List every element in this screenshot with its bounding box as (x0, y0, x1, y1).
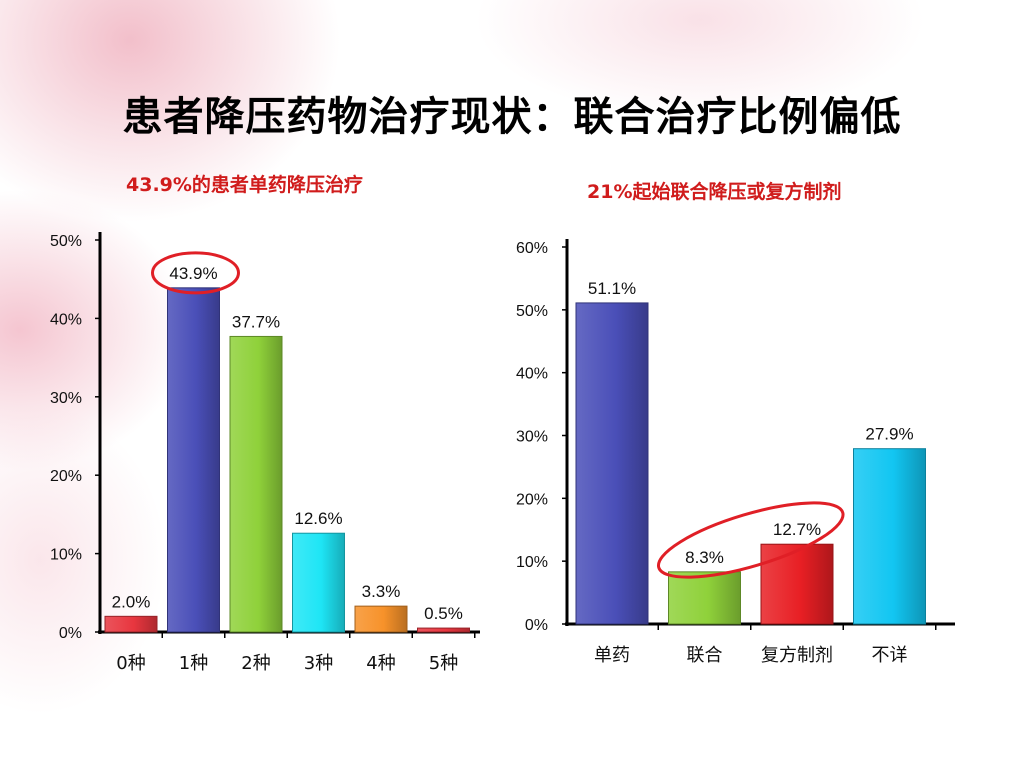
category-label-0-4: 4种 (366, 653, 395, 674)
category-label-0-0: 0种 (116, 653, 145, 674)
y-tick-label-1-4: 40% (516, 366, 548, 383)
bar-0-4 (354, 605, 408, 633)
data-label-1-0: 51.1% (588, 279, 636, 298)
bar-0-1 (167, 287, 220, 633)
data-label-0-5: 0.5% (424, 604, 463, 623)
left-chart-subtitle: 43.9%的患者单药降压治疗 (126, 174, 363, 196)
data-label-0-3: 12.6% (294, 509, 342, 528)
data-label-0-4: 3.3% (362, 582, 401, 601)
highlight-ellipse-combo (656, 501, 845, 579)
y-tick-label-0-3: 30% (50, 390, 82, 407)
bar-0-0 (104, 615, 158, 633)
data-label-1-2: 12.7% (773, 520, 821, 539)
category-label-1-3: 不详 (872, 645, 908, 666)
y-tick-label-1-6: 60% (516, 240, 548, 257)
data-label-0-1: 43.9% (169, 264, 217, 283)
y-tick-label-0-1: 10% (50, 547, 82, 564)
y-tick-label-1-5: 50% (516, 303, 548, 320)
bar-1-1 (668, 571, 741, 625)
category-label-1-0: 单药 (594, 645, 630, 666)
y-tick-label-0-0: 0% (59, 625, 82, 642)
y-tick-label-1-0: 0% (525, 617, 548, 634)
bar-0-3 (292, 532, 345, 633)
data-label-0-0: 2.0% (112, 592, 151, 611)
bar-0-2 (229, 335, 283, 633)
data-label-1-3: 27.9% (865, 425, 913, 444)
category-label-0-1: 1种 (179, 653, 208, 674)
category-label-1-2: 复方制剂 (761, 645, 833, 666)
bar-1-3 (853, 448, 926, 625)
y-tick-label-0-4: 40% (50, 311, 82, 328)
y-tick-label-0-2: 20% (50, 468, 82, 485)
data-label-0-2: 37.7% (232, 312, 280, 331)
y-tick-label-1-2: 20% (516, 491, 548, 508)
y-tick-label-1-3: 30% (516, 429, 548, 446)
slide-title: 患者降压药物治疗现状：联合治疗比例偏低 (122, 94, 902, 140)
category-label-0-2: 2种 (241, 653, 270, 674)
category-label-0-3: 3种 (304, 653, 333, 674)
y-tick-label-0-5: 50% (50, 233, 82, 250)
data-label-1-1: 8.3% (685, 548, 724, 567)
bar-1-2 (760, 543, 834, 625)
y-tick-label-1-1: 10% (516, 554, 548, 571)
bar-1-0 (575, 302, 649, 625)
highlight-circle-0-1 (151, 251, 240, 295)
right-chart-subtitle: 21%起始联合降压或复方制剂 (587, 181, 842, 203)
bar-0-5 (417, 627, 470, 633)
category-label-1-1: 联合 (687, 645, 723, 666)
category-label-0-5: 5种 (429, 653, 458, 674)
